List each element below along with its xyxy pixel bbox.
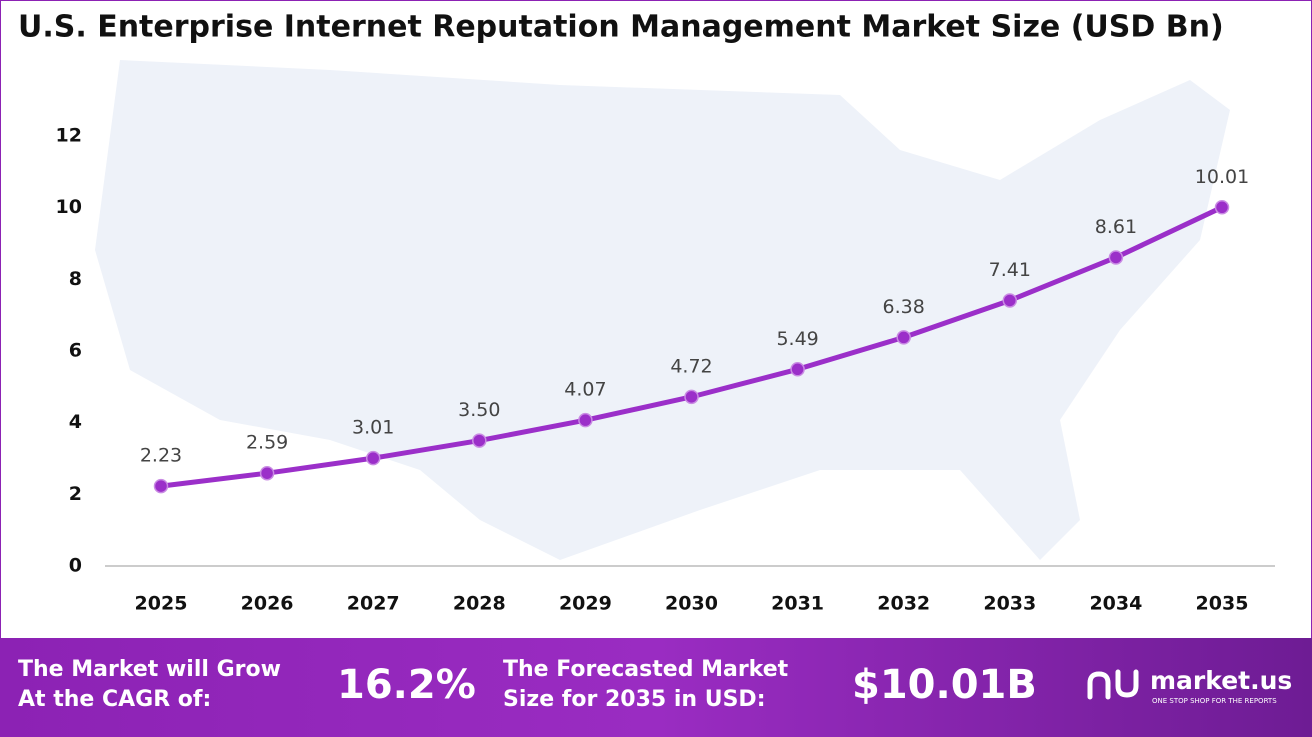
data-label: 10.01 [1195, 166, 1249, 188]
data-point [790, 362, 805, 377]
data-point [472, 433, 487, 448]
brand-tagline: ONE STOP SHOP FOR THE REPORTS [1152, 697, 1277, 705]
x-tick-label: 2025 [135, 593, 188, 615]
y-tick-label: 12 [56, 125, 82, 147]
data-label: 2.59 [246, 432, 288, 454]
x-tick-label: 2034 [1089, 593, 1142, 615]
y-tick-label: 0 [69, 555, 82, 577]
data-label: 2.23 [140, 445, 182, 467]
data-label: 4.72 [670, 355, 712, 377]
data-label: 3.01 [352, 417, 394, 439]
x-tick-label: 2031 [771, 593, 824, 615]
y-tick-label: 6 [69, 340, 82, 362]
chart-title: U.S. Enterprise Internet Reputation Mana… [18, 10, 1224, 45]
data-point [1108, 250, 1124, 265]
data-point [365, 450, 381, 466]
y-tick-label: 2 [69, 483, 82, 505]
x-tick-label: 2028 [453, 593, 506, 615]
y-tick-label: 10 [56, 196, 82, 218]
cagr-text: The Market will Grow [18, 657, 281, 682]
brand-name: market.us [1150, 666, 1292, 695]
y-tick-label: 8 [69, 268, 82, 290]
x-tick-label: 2027 [347, 593, 400, 615]
data-label: 6.38 [883, 296, 925, 318]
data-label: 8.61 [1095, 216, 1137, 238]
data-label: 3.50 [458, 399, 500, 421]
forecast-text: The Forecasted Market [503, 657, 789, 682]
data-point [896, 330, 911, 345]
y-tick-label: 4 [69, 411, 82, 433]
data-point [1002, 293, 1018, 308]
data-label: 5.49 [776, 328, 818, 350]
x-tick-label: 2033 [983, 593, 1036, 615]
x-tick-label: 2030 [665, 593, 718, 615]
cagr-value: 16.2% [337, 662, 476, 708]
data-point [153, 478, 169, 494]
x-tick-label: 2035 [1196, 593, 1249, 615]
data-point [578, 412, 593, 428]
forecast-value: $10.01B [852, 662, 1037, 708]
brand-logo [1087, 669, 1139, 700]
forecast-text: Size for 2035 in USD: [503, 687, 766, 712]
data-point [259, 465, 275, 481]
data-label: 7.41 [989, 259, 1031, 281]
data-label: 4.07 [564, 379, 606, 401]
footer-banner [0, 638, 1312, 737]
map-background [95, 60, 1230, 560]
data-point [1214, 200, 1230, 215]
data-point [684, 389, 699, 405]
x-tick-label: 2026 [241, 593, 294, 615]
x-tick-label: 2029 [559, 593, 612, 615]
cagr-text: At the CAGR of: [18, 687, 211, 712]
x-tick-label: 2032 [877, 593, 930, 615]
